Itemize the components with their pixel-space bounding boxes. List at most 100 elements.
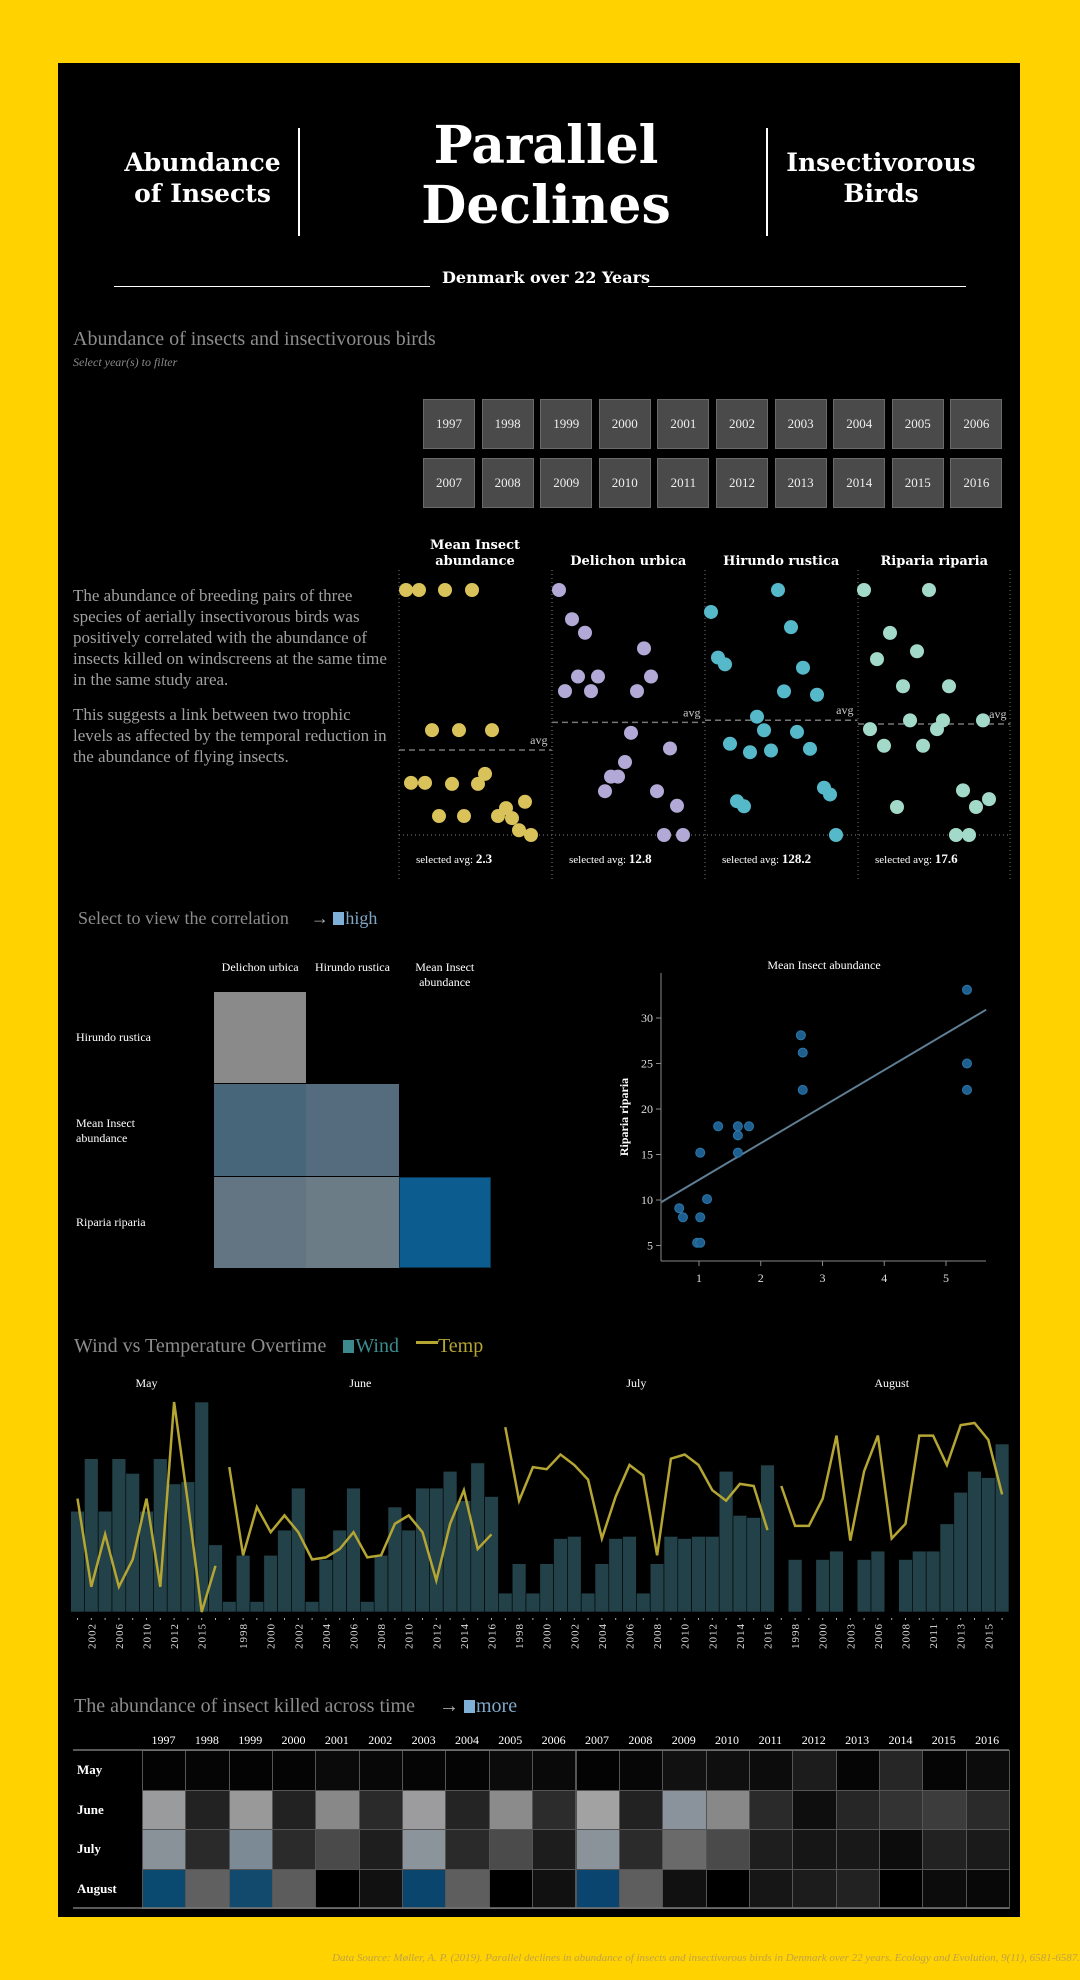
wind-bar[interactable] [622,1536,637,1613]
heatmap-cell[interactable] [445,1868,490,1909]
heatmap-cell[interactable] [705,1750,750,1791]
strip-dot-delichon[interactable] [578,625,592,640]
scatter-point[interactable] [797,1047,808,1058]
heatmap-cell[interactable] [705,1829,750,1870]
heatmap-cell[interactable] [358,1868,404,1909]
heatmap-cell[interactable] [748,1750,794,1791]
year-button-2009[interactable]: 2009 [540,458,593,508]
wind-bar[interactable] [856,1559,872,1613]
heatmap-cell[interactable] [488,1829,534,1870]
heatmap-cell[interactable] [575,1789,620,1830]
strip-dot-delichon[interactable] [670,798,684,813]
strip-dot-hirundo[interactable] [737,799,751,814]
heatmap-cell[interactable] [315,1829,360,1870]
strip-dot-riparia[interactable] [910,644,924,659]
strip-dot-riparia[interactable] [942,679,956,694]
heatmap-cell[interactable] [402,1868,447,1909]
wind-bar[interactable] [249,1601,265,1613]
wind-bar[interactable] [567,1536,582,1613]
scatter-point[interactable] [744,1121,755,1132]
strip-dot-delichon[interactable] [644,669,658,684]
year-button-2000[interactable]: 2000 [598,399,651,449]
wind-bar[interactable] [829,1550,844,1613]
heatmap-cell[interactable] [402,1750,447,1791]
wind-bar[interactable] [401,1529,416,1613]
strip-dot-insect[interactable] [457,809,471,824]
corr-cell[interactable] [214,1084,307,1176]
strip-dot-insect[interactable] [399,583,413,597]
wind-bar[interactable] [70,1510,85,1613]
wind-bar[interactable] [84,1458,99,1613]
heatmap-cell[interactable] [618,1868,664,1909]
year-button-1999[interactable]: 1999 [540,399,593,449]
wind-bar[interactable] [594,1563,610,1613]
wind-bar[interactable] [663,1536,679,1613]
wind-bar[interactable] [139,1510,154,1613]
wind-bar[interactable] [153,1458,168,1613]
strip-dot-delichon[interactable] [624,725,638,740]
scatter-point[interactable] [674,1203,685,1214]
year-button-2006[interactable]: 2006 [950,399,1003,449]
strip-dot-hirundo[interactable] [829,828,843,842]
strip-dot-riparia[interactable] [870,652,884,667]
scatter-point[interactable] [732,1121,743,1132]
scatter-point[interactable] [961,1058,972,1069]
heatmap-cell[interactable] [878,1789,924,1830]
strip-dot-insect[interactable] [452,723,466,738]
wind-bar[interactable] [746,1517,761,1613]
heatmap-cell[interactable] [835,1868,880,1909]
strip-dot-hirundo[interactable] [743,745,757,760]
heatmap-cell[interactable] [878,1750,924,1791]
strip-dot-riparia[interactable] [962,828,976,842]
corr-cell[interactable] [398,1176,491,1268]
scatter-point[interactable] [695,1147,706,1158]
wind-bar[interactable] [415,1487,430,1613]
heatmap-cell[interactable] [272,1868,317,1909]
heatmap-cell[interactable] [532,1868,577,1909]
strip-dot-riparia[interactable] [956,783,970,798]
wind-bar[interactable] [332,1529,347,1613]
strip-dot-delichon[interactable] [630,684,644,699]
heatmap-cell[interactable] [532,1750,577,1791]
heatmap-cell[interactable] [142,1829,187,1870]
wind-bar[interactable] [387,1506,403,1613]
strip-dot-delichon[interactable] [558,684,572,699]
strip-dot-delichon[interactable] [618,755,632,770]
heatmap-cell[interactable] [965,1829,1010,1870]
heatmap-cell[interactable] [358,1750,404,1791]
wind-bar[interactable] [870,1550,886,1613]
wind-bar[interactable] [967,1471,982,1613]
heatmap-cell[interactable] [618,1789,664,1830]
wind-bar[interactable] [636,1592,651,1613]
strip-dot-hirundo[interactable] [790,724,804,739]
heatmap-cell[interactable] [922,1868,967,1909]
heatmap-cell[interactable] [532,1789,577,1830]
heatmap-cell[interactable] [532,1829,577,1870]
heatmap-cell[interactable] [228,1868,274,1909]
wind-bar[interactable] [360,1601,375,1613]
strip-dot-insect[interactable] [404,775,418,790]
strip-dot-hirundo[interactable] [810,687,824,702]
scatter-point[interactable] [961,984,972,995]
heatmap-cell[interactable] [488,1789,534,1830]
scatter-point[interactable] [695,1237,706,1248]
heatmap-cell[interactable] [185,1868,230,1909]
strip-dot-delichon[interactable] [591,669,605,684]
strip-dot-riparia[interactable] [949,828,963,842]
wind-bar[interactable] [235,1555,251,1613]
year-button-2007[interactable]: 2007 [423,458,475,508]
strip-dot-riparia[interactable] [976,713,990,728]
wind-bar[interactable] [843,1611,858,1613]
wind-bar[interactable] [953,1492,968,1613]
heatmap-cell[interactable] [228,1789,274,1830]
year-button-2015[interactable]: 2015 [891,458,944,508]
wind-bar[interactable] [539,1563,554,1613]
strip-dot-delichon[interactable] [657,828,671,842]
wind-bar[interactable] [429,1487,444,1613]
strip-dot-delichon[interactable] [571,669,585,684]
wind-bar[interactable] [649,1563,665,1613]
heatmap-cell[interactable] [445,1789,490,1830]
corr-cell[interactable] [214,1176,307,1268]
scatter-point[interactable] [961,1084,972,1095]
year-button-2002[interactable]: 2002 [716,399,768,449]
